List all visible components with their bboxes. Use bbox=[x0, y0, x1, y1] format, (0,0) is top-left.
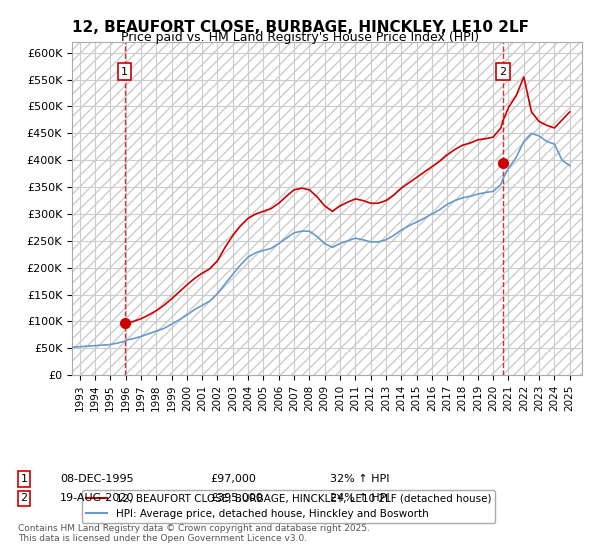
Text: 32% ↑ HPI: 32% ↑ HPI bbox=[330, 474, 389, 484]
Text: £97,000: £97,000 bbox=[210, 474, 256, 484]
Text: 08-DEC-1995: 08-DEC-1995 bbox=[60, 474, 134, 484]
Legend: 12, BEAUFORT CLOSE, BURBAGE, HINCKLEY, LE10 2LF (detached house), HPI: Average p: 12, BEAUFORT CLOSE, BURBAGE, HINCKLEY, L… bbox=[82, 490, 496, 523]
Text: 1: 1 bbox=[121, 67, 128, 77]
Text: Price paid vs. HM Land Registry's House Price Index (HPI): Price paid vs. HM Land Registry's House … bbox=[121, 31, 479, 44]
Text: Contains HM Land Registry data © Crown copyright and database right 2025.
This d: Contains HM Land Registry data © Crown c… bbox=[18, 524, 370, 543]
Text: 24% ↑ HPI: 24% ↑ HPI bbox=[330, 493, 389, 503]
Text: 12, BEAUFORT CLOSE, BURBAGE, HINCKLEY, LE10 2LF: 12, BEAUFORT CLOSE, BURBAGE, HINCKLEY, L… bbox=[71, 20, 529, 35]
Text: 19-AUG-2020: 19-AUG-2020 bbox=[60, 493, 134, 503]
Text: 2: 2 bbox=[499, 67, 506, 77]
Text: 2: 2 bbox=[20, 493, 28, 503]
Text: 1: 1 bbox=[20, 474, 28, 484]
Text: £395,000: £395,000 bbox=[210, 493, 263, 503]
